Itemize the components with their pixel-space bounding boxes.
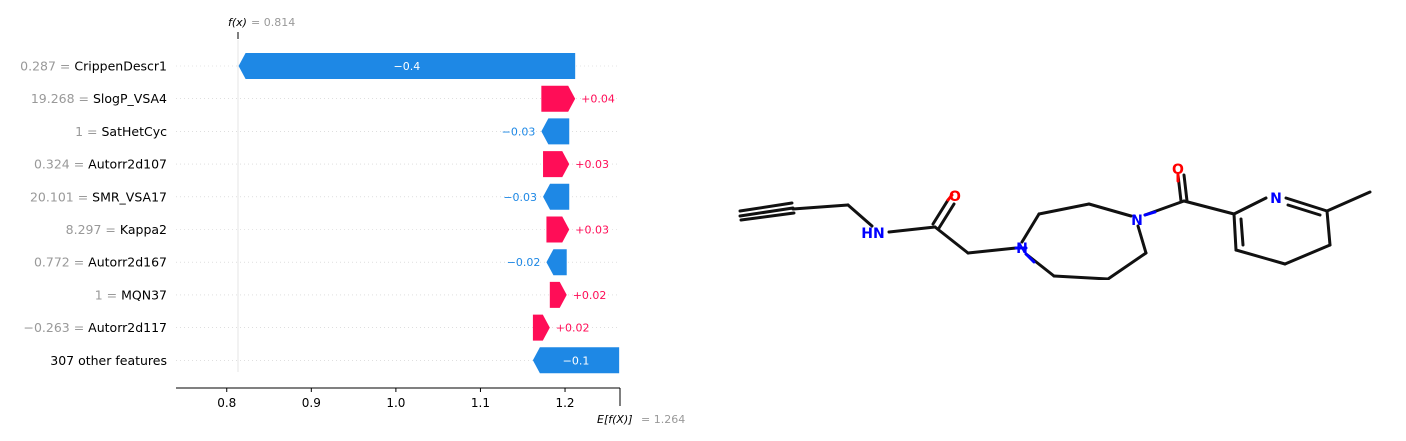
n-carbonyl-bond bbox=[887, 225, 937, 234]
bar-value-label: +0.03 bbox=[575, 158, 609, 171]
molecule-structure: HN O N N O N bbox=[738, 162, 1372, 280]
x-tick-label: 1.2 bbox=[555, 396, 574, 410]
pyridine-bond-1 bbox=[1232, 196, 1268, 216]
waterfall-bar bbox=[549, 281, 567, 308]
carbonyl-pyridine-bond bbox=[1182, 199, 1236, 216]
bar-value-label: +0.02 bbox=[556, 322, 590, 335]
expected-value: = 1.264 bbox=[641, 413, 685, 426]
waterfall-bar bbox=[532, 314, 550, 341]
alkyne-bond-2 bbox=[738, 206, 795, 218]
ketone-double-2 bbox=[1182, 173, 1189, 203]
bar-labels: −0.4 +0.04 −0.03 +0.03 −0.03 +0.03 −0.02 +0.02 +… bbox=[394, 60, 615, 367]
bar-value-label: −0.1 bbox=[563, 354, 590, 367]
waterfall-bar bbox=[541, 118, 570, 145]
feature-label: 307 other features bbox=[50, 353, 167, 368]
fx-annotation: f(x) = 0.814 bbox=[228, 16, 295, 39]
n-bond-blue-2 bbox=[1024, 252, 1036, 264]
feature-labels: 0.287 = CrippenDescr1 19.268 = SlogP_VSA4… bbox=[20, 59, 167, 368]
ring-bond-2 bbox=[1037, 202, 1091, 216]
fx-label: f(x) bbox=[228, 16, 247, 29]
ch2-n-bond bbox=[846, 203, 874, 228]
carbonyl-double-1 bbox=[931, 198, 950, 226]
pyridine-bond-5 bbox=[1234, 248, 1287, 266]
feature-label: 0.772 = Autorr2d167 bbox=[34, 255, 167, 270]
molecule-heteroatom-bonds bbox=[946, 173, 1180, 264]
x-axis: 0.8 0.9 1.0 1.1 1.2 bbox=[176, 387, 620, 410]
waterfall-bar bbox=[532, 347, 620, 374]
molecule-bonds bbox=[738, 173, 1372, 280]
waterfall-bar bbox=[546, 249, 567, 276]
waterfall-bar bbox=[238, 53, 576, 79]
waterfall-bar bbox=[546, 216, 570, 243]
ring-bond-4 bbox=[1136, 224, 1148, 255]
x-tick-label: 1.1 bbox=[471, 396, 490, 410]
bar-value-label: +0.03 bbox=[575, 224, 609, 237]
pyridine-bond-4 bbox=[1283, 243, 1332, 266]
waterfall-bar bbox=[543, 183, 570, 210]
x-tick-label: 1.0 bbox=[386, 396, 405, 410]
bar-value-label: −0.4 bbox=[394, 60, 421, 73]
amide-nitrogen-label: HN bbox=[861, 226, 884, 242]
o-bond-red-1 bbox=[946, 193, 954, 202]
pyridine-bond-2-inner bbox=[1286, 203, 1322, 217]
x-ticks: 0.8 0.9 1.0 1.1 1.2 bbox=[217, 388, 575, 410]
amide-oxygen-label: O bbox=[949, 189, 961, 205]
ring-nitrogen-2-label: N bbox=[1131, 213, 1143, 229]
waterfall-bar bbox=[543, 151, 570, 178]
ketone-oxygen-label: O bbox=[1172, 162, 1184, 178]
pyridine-bond-6 bbox=[1232, 212, 1238, 252]
expected-label: E[f(X)] bbox=[597, 413, 633, 426]
feature-label: 0.287 = CrippenDescr1 bbox=[20, 59, 167, 74]
expected-value-annotation: E[f(X)] = 1.264 bbox=[597, 388, 685, 426]
bars bbox=[238, 53, 620, 374]
pyridine-nitrogen-label: N bbox=[1270, 191, 1282, 207]
ring-nitrogen-1-label: N bbox=[1016, 241, 1028, 257]
ring-bond-3 bbox=[1087, 202, 1133, 218]
bar-value-label: −0.03 bbox=[502, 125, 536, 138]
x-tick-label: 0.8 bbox=[217, 396, 236, 410]
x-tick-label: 0.9 bbox=[302, 396, 321, 410]
waterfall-bar bbox=[541, 85, 576, 112]
carbonyl-ch2-bond bbox=[933, 225, 970, 255]
feature-label: 0.324 = Autorr2d107 bbox=[34, 157, 167, 172]
bar-value-label: +0.02 bbox=[573, 289, 607, 302]
pyridine-bond-6-inner bbox=[1239, 217, 1245, 247]
feature-label: 1 = SatHetCyc bbox=[75, 124, 167, 139]
carbonyl-double-2 bbox=[937, 202, 956, 230]
shap-waterfall-chart: f(x) = 0.814 −0.4 +0.04 −0.03 +0.03 −0.03 +0.… bbox=[20, 16, 685, 426]
feature-label: 20.101 = SMR_VSA17 bbox=[30, 189, 167, 204]
feature-label: 8.297 = Kappa2 bbox=[66, 222, 167, 237]
ring-bond-1 bbox=[1020, 212, 1041, 244]
bar-value-label: −0.02 bbox=[507, 256, 541, 269]
n-bond-blue-3 bbox=[1143, 210, 1157, 217]
pyridine-bond-2 bbox=[1284, 196, 1329, 213]
propargyl-bond bbox=[791, 203, 850, 211]
ring-bond-5 bbox=[1106, 251, 1148, 280]
feature-label: 1 = MQN37 bbox=[95, 287, 167, 302]
fx-value: = 0.814 bbox=[251, 16, 295, 29]
ring-bond-6 bbox=[1052, 274, 1110, 280]
feature-label: −0.263 = Autorr2d117 bbox=[23, 320, 167, 335]
alkyne-bond-3 bbox=[739, 211, 796, 222]
bar-value-label: −0.03 bbox=[503, 191, 537, 204]
methyl-bond bbox=[1325, 190, 1372, 213]
alkyne-bond-1 bbox=[738, 201, 794, 213]
ch2-ringn-bond bbox=[966, 246, 1018, 255]
pyridine-bond-3 bbox=[1325, 209, 1332, 247]
molecule-atom-labels: HN O N N O N bbox=[861, 162, 1282, 257]
bar-value-label: +0.04 bbox=[581, 93, 615, 106]
feature-label: 19.268 = SlogP_VSA4 bbox=[31, 91, 167, 106]
